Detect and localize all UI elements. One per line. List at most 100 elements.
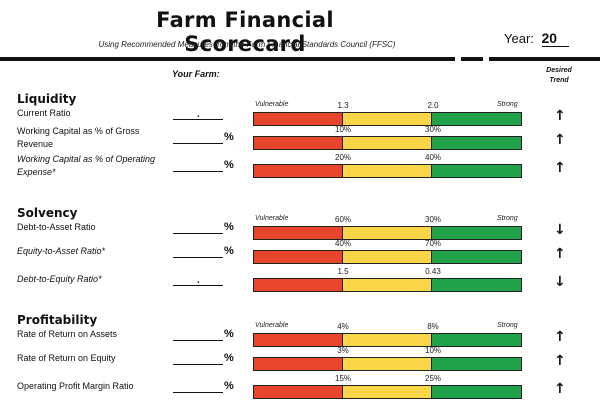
threshold-low: 60% <box>334 215 352 224</box>
threshold-high: 10% <box>424 346 442 355</box>
scale-segment-red <box>254 386 343 398</box>
trend-up-icon: ↑ <box>554 108 566 124</box>
measure-label: Equity-to-Asset Ratio* <box>17 246 106 256</box>
threshold-low: 3% <box>337 346 349 355</box>
threshold-low: 20% <box>334 153 352 162</box>
scale-bar <box>253 385 522 399</box>
threshold-high: 8% <box>427 322 439 331</box>
desired-trend-line2: Trend <box>549 77 569 84</box>
scale-bar <box>253 136 522 150</box>
trend-up-icon: ↑ <box>554 132 566 148</box>
scale-segment-yellow <box>343 386 432 398</box>
threshold-low: 15% <box>334 374 352 383</box>
threshold-high: 30% <box>424 215 442 224</box>
trend-down-icon: ↓ <box>554 222 566 238</box>
scale-segment-yellow <box>343 137 432 149</box>
threshold-low: 40% <box>334 239 352 248</box>
scale-segment-green <box>432 251 521 263</box>
scale-segment-green <box>432 227 521 239</box>
header-rule-mid <box>461 57 483 61</box>
measure-label: Working Capital as % of Operating Expens… <box>17 154 156 177</box>
your-farm-input[interactable] <box>173 285 223 286</box>
your-farm-input[interactable] <box>173 364 223 365</box>
scale-bar <box>253 164 522 178</box>
scale-label-strong: Strong <box>497 322 518 329</box>
your-farm-input[interactable] <box>173 392 223 393</box>
threshold-high: 25% <box>424 374 442 383</box>
your-farm-input[interactable] <box>173 340 223 341</box>
percent-sign: % <box>224 380 234 392</box>
scale-segment-green <box>432 279 521 291</box>
scale-segment-green <box>432 386 521 398</box>
header-rule-left <box>0 57 455 61</box>
percent-sign: % <box>224 245 234 257</box>
scale-segment-red <box>254 137 343 149</box>
measure-label: Rate of Return on Assets <box>17 329 118 339</box>
threshold-low: 1.5 <box>337 267 349 276</box>
scale-segment-yellow <box>343 227 432 239</box>
scale-segment-red <box>254 165 343 177</box>
section-title-solvency: Solvency <box>17 206 78 220</box>
your-farm-input[interactable] <box>173 233 223 234</box>
scale-label-vulnerable: Vulnerable <box>255 215 289 222</box>
year-label: Year: <box>504 31 534 46</box>
trend-up-icon: ↑ <box>554 329 566 345</box>
year-value[interactable]: 20 <box>541 30 570 47</box>
threshold-high: 40% <box>424 153 442 162</box>
measure-label: Debt-to-Asset Ratio <box>17 222 96 232</box>
year-field[interactable]: Year: 20 <box>504 30 570 47</box>
threshold-low: 4% <box>337 322 349 331</box>
scale-segment-yellow <box>343 358 432 370</box>
page-title: Farm Financial Scorecard <box>156 8 334 56</box>
scale-segment-green <box>432 334 521 346</box>
scale-bar <box>253 357 522 371</box>
trend-up-icon: ↑ <box>554 381 566 397</box>
scale-segment-red <box>254 279 343 291</box>
percent-sign: % <box>224 159 234 171</box>
percent-sign: % <box>224 328 234 340</box>
scale-segment-red <box>254 113 343 125</box>
scale-segment-red <box>254 334 343 346</box>
scale-segment-red <box>254 358 343 370</box>
your-farm-input[interactable] <box>173 119 223 120</box>
scale-segment-yellow <box>343 165 432 177</box>
scale-label-strong: Strong <box>497 215 518 222</box>
percent-sign: % <box>224 352 234 364</box>
measure-label: Debt-to-Equity Ratio* <box>17 274 102 284</box>
scale-bar <box>253 333 522 347</box>
scale-segment-green <box>432 165 521 177</box>
your-farm-header: Your Farm: <box>172 69 220 79</box>
measure-label: Working Capital as % of Gross Revenue <box>17 126 140 149</box>
trend-down-icon: ↓ <box>554 274 566 290</box>
percent-sign: % <box>224 131 234 143</box>
desired-trend-header: Desired Trend <box>534 66 584 86</box>
scale-bar <box>253 250 522 264</box>
your-farm-input[interactable] <box>173 171 223 172</box>
your-farm-input[interactable] <box>173 143 223 144</box>
scale-segment-red <box>254 227 343 239</box>
threshold-high: 2.0 <box>427 101 439 110</box>
scale-segment-yellow <box>343 113 432 125</box>
section-title-liquidity: Liquidity <box>17 92 77 106</box>
scale-label-vulnerable: Vulnerable <box>255 101 289 108</box>
scale-segment-yellow <box>343 251 432 263</box>
section-title-profitability: Profitability <box>17 313 98 327</box>
scale-segment-green <box>432 113 521 125</box>
decimal-point: . <box>197 275 200 286</box>
scale-bar <box>253 112 522 126</box>
measure-label: Rate of Return on Equity <box>17 353 116 363</box>
scale-label-strong: Strong <box>497 101 518 108</box>
your-farm-input[interactable] <box>173 257 223 258</box>
decimal-point: . <box>197 109 200 120</box>
scale-bar <box>253 278 522 292</box>
scale-segment-yellow <box>343 279 432 291</box>
trend-up-icon: ↑ <box>554 160 566 176</box>
threshold-high: 30% <box>424 125 442 134</box>
measure-label: Operating Profit Margin Ratio <box>17 381 134 391</box>
scale-segment-green <box>432 137 521 149</box>
desired-trend-line1: Desired <box>546 67 572 74</box>
threshold-high: 70% <box>424 239 442 248</box>
header-rule-right <box>489 57 600 61</box>
scale-segment-green <box>432 358 521 370</box>
trend-up-icon: ↑ <box>554 353 566 369</box>
